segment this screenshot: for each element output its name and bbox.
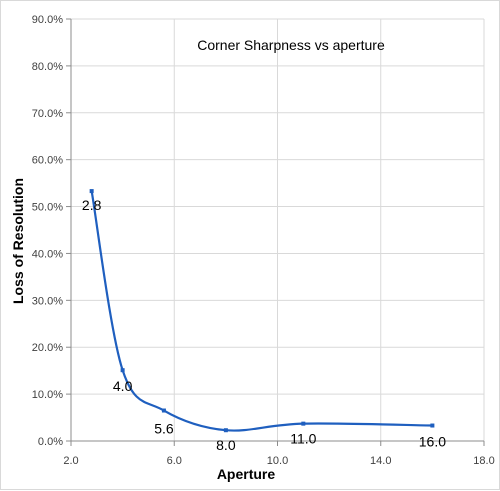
grid-lines — [71, 18, 485, 441]
y-tick-label: 40.0% — [32, 248, 63, 260]
data-label: 2.8 — [82, 197, 102, 213]
y-tick-label: 70.0% — [32, 108, 63, 120]
axes — [66, 18, 485, 446]
data-point-marker — [430, 423, 435, 428]
y-tick-label: 60.0% — [32, 155, 63, 167]
y-tick-label: 50.0% — [32, 202, 63, 214]
data-markers — [89, 189, 435, 433]
y-tick-labels: 0.0% 10.0% 20.0% 30.0% 40.0% 50.0% 60.0% 70.0% 8… — [32, 14, 63, 448]
y-axis-title: Loss of Resolution — [10, 178, 26, 304]
y-tick-label: 20.0% — [32, 342, 63, 354]
series — [90, 190, 433, 432]
y-tick-label: 30.0% — [32, 295, 63, 307]
y-tick-label: 90.0% — [32, 14, 63, 26]
chart-title: Corner Sharpness vs aperture — [197, 37, 385, 53]
data-point-marker — [89, 189, 94, 194]
x-tick-label: 18.0 — [473, 455, 494, 467]
y-tick-label: 10.0% — [32, 389, 63, 401]
y-tick-label: 80.0% — [32, 61, 63, 73]
x-axis-title: Aperture — [217, 466, 276, 482]
x-tick-label: 14.0 — [370, 455, 391, 467]
data-label: 16.0 — [419, 434, 446, 450]
x-tick-label: 10.0 — [267, 455, 288, 467]
data-label: 4.0 — [113, 378, 133, 394]
data-point-marker — [223, 428, 228, 433]
data-label: 8.0 — [216, 437, 236, 453]
data-point-marker — [120, 368, 125, 373]
x-tick-label: 6.0 — [167, 455, 182, 467]
series-line — [90, 190, 433, 432]
x-tick-label: 2.0 — [63, 455, 78, 467]
data-label: 5.6 — [154, 421, 174, 437]
data-point-marker — [161, 408, 166, 413]
data-labels: 2.8 4.0 5.6 8.0 11.0 16.0 — [82, 197, 446, 453]
data-label: 11.0 — [290, 431, 316, 447]
x-tick-labels: 2.0 6.0 10.0 14.0 18.0 — [63, 455, 494, 467]
y-tick-label: 0.0% — [38, 436, 63, 448]
data-point-marker — [301, 421, 306, 426]
